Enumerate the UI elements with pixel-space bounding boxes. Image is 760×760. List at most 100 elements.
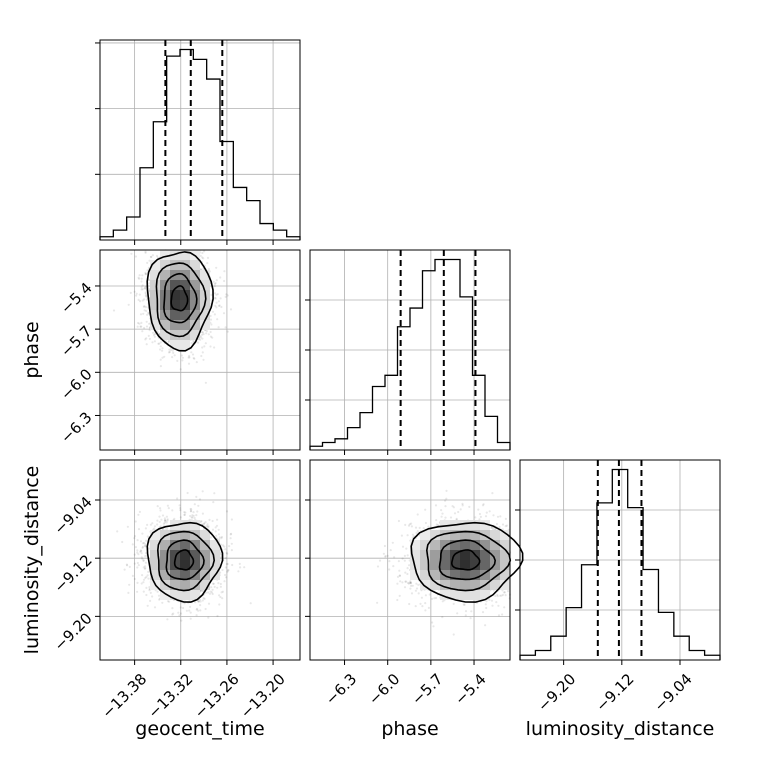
scatter-point	[211, 336, 214, 339]
scatter-point	[192, 514, 195, 518]
scatter-point	[153, 340, 156, 343]
scatter-point	[195, 495, 198, 498]
scatter-point	[211, 310, 215, 313]
scatter-point	[201, 512, 204, 515]
scatter-point	[146, 269, 149, 272]
scatter-point	[218, 304, 221, 307]
scatter-point	[203, 345, 206, 348]
scatter-point	[195, 361, 198, 364]
scatter-point	[230, 549, 233, 552]
scatter-point	[199, 609, 202, 612]
scatter-point	[214, 296, 217, 299]
scatter-point	[199, 254, 202, 257]
scatter-point	[130, 252, 133, 255]
scatter-point	[189, 611, 192, 614]
hist-panel-luminosity_distance	[515, 459, 721, 665]
scatter-point	[164, 520, 167, 523]
scatter-point	[202, 257, 205, 260]
scatter-point	[243, 566, 246, 569]
scatter-point	[392, 565, 395, 568]
scatter-point	[229, 308, 233, 311]
scatter-point	[216, 518, 219, 521]
scatter-point	[159, 507, 162, 510]
scatter-point	[213, 285, 216, 288]
scatter-point	[193, 357, 196, 360]
scatter-point	[144, 250, 147, 253]
scatter-point	[216, 293, 219, 296]
scatter-point	[427, 525, 430, 528]
scatter-point	[180, 354, 183, 357]
hist-panel-geocent_time	[95, 39, 301, 245]
scatter-point	[137, 564, 140, 567]
density-cell	[180, 260, 190, 270]
scatter-point	[201, 346, 204, 349]
scatter-point	[137, 321, 140, 325]
hist-frame	[309, 249, 511, 451]
scatter-point	[202, 358, 205, 361]
scatter-point	[201, 490, 204, 493]
scatter-point	[160, 518, 163, 521]
scatter-point	[214, 530, 217, 533]
scatter-point	[158, 342, 161, 345]
scatter-point	[204, 381, 207, 384]
scatter-point	[166, 618, 169, 621]
hist-panel-phase	[305, 249, 511, 455]
scatter-point	[470, 610, 473, 613]
scatter-point	[213, 492, 216, 495]
scatter-point	[414, 605, 417, 608]
scatter-point	[215, 306, 218, 309]
scatter-point	[225, 551, 228, 555]
scatter-point	[485, 606, 488, 610]
scatter-point	[137, 298, 140, 301]
scatter-point	[126, 525, 129, 528]
scatter-point	[488, 510, 491, 513]
scatter-point	[215, 279, 218, 282]
scatter-point	[142, 312, 145, 315]
scatter-point	[141, 532, 144, 535]
scatter-point	[159, 509, 162, 512]
scatter-point	[158, 520, 161, 524]
scatter-point	[378, 559, 382, 562]
scatter-point	[136, 325, 139, 328]
scatter-point	[207, 616, 210, 619]
scatter-point	[166, 504, 169, 507]
scatter-point	[220, 305, 223, 309]
scatter-point	[180, 619, 183, 622]
scatter-point	[172, 351, 175, 354]
scatter-point	[133, 577, 136, 581]
scatter-point	[207, 591, 210, 594]
scatter-point	[188, 354, 191, 357]
scatter-point	[176, 497, 179, 500]
scatter-point	[182, 606, 185, 610]
scatter-point	[145, 294, 148, 297]
scatter-point	[167, 340, 170, 344]
scatter-point	[151, 331, 155, 334]
scatter-point	[159, 341, 162, 344]
scatter-point	[126, 564, 129, 567]
scatter-point	[216, 614, 219, 618]
density-cell	[160, 580, 170, 590]
scatter-point	[212, 501, 215, 504]
scatter-point	[145, 309, 148, 313]
scatter-point	[116, 530, 119, 533]
scatter-point	[146, 574, 149, 577]
scatter-point	[225, 562, 228, 566]
scatter-point	[177, 611, 180, 614]
scatter-point	[212, 280, 215, 283]
scatter-point	[144, 294, 147, 297]
scatter-point	[166, 519, 169, 522]
scatter-point	[135, 294, 138, 297]
scatter-point	[139, 313, 143, 316]
scatter-point	[143, 305, 146, 308]
scatter-point	[144, 291, 147, 294]
scatter-point	[213, 585, 216, 589]
scatter-point	[151, 254, 154, 257]
scatter-point	[136, 590, 139, 593]
scatter-point	[219, 276, 222, 279]
scatter-point	[157, 594, 161, 597]
scatter-point	[157, 342, 160, 345]
scatter-point	[112, 309, 116, 312]
scatter-point	[142, 578, 146, 581]
scatter-point	[131, 574, 134, 578]
